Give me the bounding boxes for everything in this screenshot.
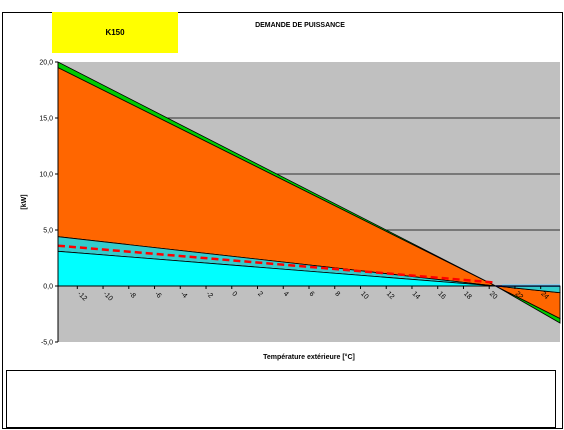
chauffage-line xyxy=(57,244,496,284)
x-tick-label: 10 xyxy=(359,290,370,301)
code-badge: K150 xyxy=(52,12,178,53)
x-tick-label: 12 xyxy=(385,290,396,301)
chart-title: DEMANDE DE PUISSANCE xyxy=(255,22,345,29)
y-axis-label: [kW] xyxy=(21,194,28,209)
y-tick-label: 20,0 xyxy=(39,60,53,67)
x-tick-label: 18 xyxy=(462,290,473,301)
legend xyxy=(6,370,556,428)
code-label: K150 xyxy=(105,28,125,37)
x-tick-label: 14 xyxy=(411,290,422,301)
x-axis-label: Température extérieure [°C] xyxy=(263,353,355,361)
x-tick-label: 16 xyxy=(436,290,447,301)
x-tick-label: -4 xyxy=(179,290,188,299)
x-tick-label: 4 xyxy=(282,290,290,298)
x-tick-label: 6 xyxy=(308,290,316,298)
x-tick-label: -8 xyxy=(127,290,136,299)
x-tick-label: 8 xyxy=(333,290,341,298)
y-tick-label: 5,0 xyxy=(43,228,53,235)
y-tick-label: 0,0 xyxy=(43,284,53,291)
x-tick-label: 2 xyxy=(256,290,264,298)
x-tick-label: 22 xyxy=(514,290,525,301)
x-tick-label: -6 xyxy=(153,290,162,299)
y-tick-label: 15,0 xyxy=(39,116,53,123)
y-tick-label: 10,0 xyxy=(39,172,53,179)
x-tick-label: 0 xyxy=(230,290,238,298)
x-tick-label: 24 xyxy=(539,290,550,301)
x-tick-label: -2 xyxy=(205,290,214,299)
y-tick-label: -5,0 xyxy=(41,340,53,347)
x-tick-label: 20 xyxy=(488,290,499,301)
